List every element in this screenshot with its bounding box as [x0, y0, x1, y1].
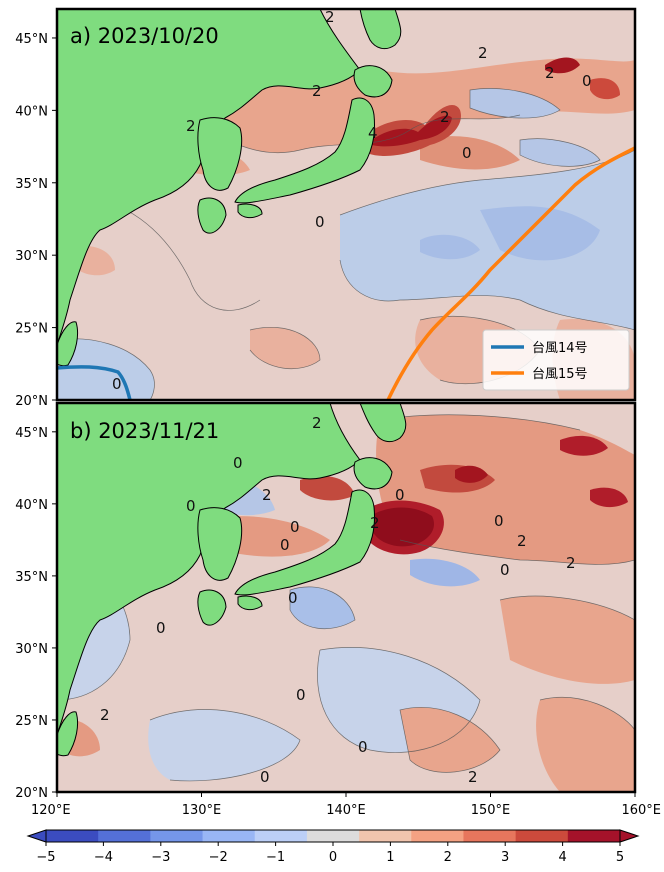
- legend: 台風14号 台風15号: [482, 329, 630, 391]
- lon-tick-label: 120°E: [31, 803, 71, 818]
- colorbar-tick-label: 4: [558, 850, 566, 865]
- contour-label: 2: [312, 414, 322, 432]
- lat-tick-label: 20°N: [15, 786, 48, 801]
- colorbar-bin: [46, 830, 99, 842]
- colorbar-bin: [359, 830, 412, 842]
- contour-label: 0: [395, 486, 405, 504]
- colorbar-tick-label: −4: [94, 850, 113, 865]
- lat-tick-label: 35°N: [15, 177, 48, 192]
- colorbar-tick-label: 3: [501, 850, 509, 865]
- legend-label-typhoon-15: 台風15号: [532, 367, 588, 382]
- colorbar-extend-min: [26, 829, 47, 843]
- lon-tick-label: 150°E: [471, 803, 511, 818]
- lat-tick-label: 20°N: [15, 394, 48, 409]
- contour-label: 0: [358, 738, 368, 756]
- colorbar-bin: [567, 830, 621, 842]
- colorbar-bin: [463, 830, 517, 842]
- contour-label: 2: [262, 486, 272, 504]
- panel-b-contour-labels: 2 0 2 0 0 0 0 2 0 2 0 0 0 2 0 2 0 0 2: [100, 414, 576, 786]
- contour-label: 0: [156, 619, 166, 637]
- contour-label: 2: [186, 117, 196, 135]
- contour-label: 2: [325, 8, 335, 26]
- contour-label: 2: [370, 514, 380, 532]
- colorbar-bin: [411, 830, 464, 842]
- panel-a: 2 2 2 0 2 2 4 2 0 0 0 a) 2023/10/20 台風14…: [55, 7, 637, 402]
- lon-tick-label: 130°E: [182, 803, 222, 818]
- contour-label: 0: [315, 213, 325, 231]
- lat-tick-label: 40°N: [15, 104, 48, 119]
- legend-label-typhoon-14: 台風14号: [532, 341, 588, 356]
- contour-label: 2: [478, 44, 488, 62]
- contour-label: 2: [566, 554, 576, 572]
- lat-tick-label: 25°N: [15, 714, 48, 729]
- contour-label: 0: [494, 512, 504, 530]
- colorbar-bin: [202, 830, 256, 842]
- contour-label: 0: [280, 536, 290, 554]
- contour-label: 0: [186, 497, 196, 515]
- panel-a-lat-ticks: 45°N 40°N 35°N 30°N 25°N 20°N: [15, 32, 57, 409]
- colorbar-tick-label: −2: [209, 850, 228, 865]
- colorbar-tick-label: −5: [36, 850, 55, 865]
- colorbar-bin: [515, 830, 569, 842]
- colorbar-bin: [150, 830, 204, 842]
- contour-label: 0: [500, 561, 510, 579]
- lon-ticks: 120°E 130°E 140°E 150°E 160°E: [31, 792, 661, 818]
- contour-label: 2: [468, 768, 478, 786]
- contour-label: 2: [312, 82, 322, 100]
- colorbar-bin: [306, 830, 360, 842]
- contour-label: 0: [290, 518, 300, 536]
- colorbar-tick-label: 5: [616, 850, 624, 865]
- lat-tick-label: 35°N: [15, 570, 48, 585]
- colorbar-tick-label: −3: [151, 850, 170, 865]
- lon-tick-label: 160°E: [621, 803, 661, 818]
- lat-tick-label: 45°N: [15, 426, 48, 441]
- panel-a-map: 2 2 2 0 2 2 4 2 0 0 0 a) 2023/10/20 台風14…: [57, 8, 635, 400]
- colorbar-tick-label: −1: [266, 850, 285, 865]
- panel-a-contour-labels: 2 2 2 0 2 2 4 2 0 0 0: [112, 8, 592, 393]
- lat-tick-label: 40°N: [15, 498, 48, 513]
- lat-tick-label: 25°N: [15, 322, 48, 337]
- panel-b: 2 0 2 0 0 0 0 2 0 2 0 0 0 2 0 2 0 0 2 b)…: [55, 401, 637, 794]
- contour-label: 0: [288, 589, 298, 607]
- contour-label: 0: [462, 144, 472, 162]
- contour-label: 0: [582, 72, 592, 90]
- lat-tick-label: 45°N: [15, 32, 48, 47]
- colorbar: −5 −4 −3 −2 −1 0 1 2 3 4 5: [26, 829, 640, 865]
- colorbar-tick-label: 1: [386, 850, 394, 865]
- lon-tick-label: 140°E: [326, 803, 366, 818]
- contour-label: 2: [440, 108, 450, 126]
- panel-a-title: a) 2023/10/20: [70, 24, 219, 48]
- panel-b-map: 2 0 2 0 0 0 0 2 0 2 0 0 0 2 0 2 0 0 2 b)…: [57, 403, 635, 792]
- contour-label: 2: [545, 64, 555, 82]
- colorbar-extend-max: [619, 829, 640, 843]
- contour-label: 0: [260, 768, 270, 786]
- colorbar-bin: [98, 830, 151, 842]
- colorbar-bin: [254, 830, 308, 842]
- panel-b-title: b) 2023/11/21: [70, 419, 219, 443]
- contour-label: 0: [112, 375, 122, 393]
- contour-label: 2: [517, 532, 527, 550]
- panel-b-lat-ticks: 45°N 40°N 35°N 30°N 25°N 20°N: [15, 426, 57, 801]
- lat-tick-label: 30°N: [15, 642, 48, 657]
- contour-label: 4: [368, 124, 378, 142]
- colorbar-tick-label: 0: [329, 850, 337, 865]
- contour-label: 2: [100, 706, 110, 724]
- contour-label: 0: [233, 454, 243, 472]
- colorbar-tick-label: 2: [444, 850, 452, 865]
- contour-label: 0: [296, 686, 306, 704]
- lat-tick-label: 30°N: [15, 249, 48, 264]
